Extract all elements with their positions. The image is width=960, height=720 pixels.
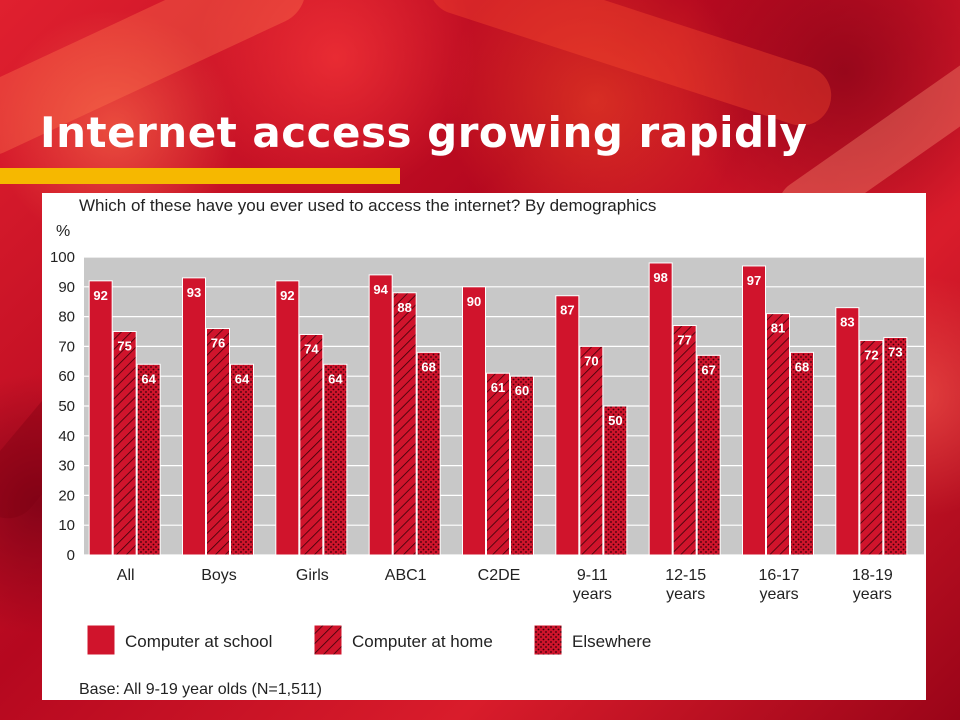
- y-tick-label: 30: [58, 458, 75, 475]
- base-note: Base: All 9-19 year olds (N=1,511): [79, 681, 322, 698]
- bar: [672, 325, 697, 556]
- legend-label: Computer at school: [125, 632, 272, 651]
- bar: [486, 372, 510, 556]
- y-tick-label: 100: [50, 249, 75, 266]
- bar: [275, 280, 300, 556]
- x-tick-label: 18-19: [852, 567, 893, 584]
- legend-swatch: [533, 624, 563, 656]
- bar: [136, 363, 161, 556]
- bar: [88, 280, 113, 556]
- bar-value-label: 68: [421, 359, 435, 374]
- y-tick-label: 50: [58, 398, 75, 415]
- chart-title: Which of these have you ever used to acc…: [79, 196, 656, 215]
- bar-value-label: 98: [653, 270, 667, 285]
- bar-value-label: 77: [677, 333, 691, 348]
- x-tick-label: 9-11: [577, 567, 608, 584]
- bar: [648, 262, 673, 556]
- x-tick-label: years: [573, 586, 612, 603]
- bar-value-label: 76: [211, 336, 225, 351]
- bar: [603, 405, 628, 556]
- y-tick-label: 70: [58, 338, 75, 355]
- bar-value-label: 75: [117, 339, 131, 354]
- x-tick-label: ABC1: [385, 567, 427, 584]
- x-tick-label: Boys: [201, 567, 237, 584]
- title-underline: [0, 168, 400, 184]
- legend-swatch: [86, 624, 116, 656]
- bar: [835, 307, 860, 556]
- bar: [323, 363, 348, 556]
- legend-swatch: [313, 624, 343, 656]
- bar-value-label: 64: [141, 371, 156, 386]
- bar-value-label: 88: [397, 300, 411, 315]
- bar: [182, 277, 206, 556]
- bar-chart: Which of these have you ever used to acc…: [50, 196, 924, 698]
- bar-value-label: 92: [93, 288, 107, 303]
- x-tick-label: years: [666, 586, 705, 603]
- x-tick-label: years: [759, 586, 798, 603]
- bar: [510, 375, 534, 556]
- x-tick-label: Girls: [296, 567, 329, 584]
- bar: [859, 339, 884, 556]
- bar: [230, 363, 254, 556]
- bar-value-label: 74: [304, 341, 319, 356]
- bar-value-label: 50: [608, 413, 622, 428]
- bar-value-label: 94: [373, 282, 388, 297]
- bar: [790, 351, 814, 556]
- bar-value-label: 68: [795, 359, 809, 374]
- bar: [462, 286, 486, 556]
- bar: [742, 265, 766, 556]
- y-tick-label: 0: [67, 547, 75, 564]
- bar-value-label: 67: [701, 362, 715, 377]
- bar-value-label: 61: [491, 380, 505, 395]
- bar-value-label: 70: [584, 353, 598, 368]
- y-tick-label: 20: [58, 487, 75, 504]
- bar-value-label: 93: [187, 285, 201, 300]
- bar: [368, 274, 393, 556]
- bar-value-label: 73: [888, 344, 902, 359]
- bar-value-label: 92: [280, 288, 294, 303]
- legend-label: Elsewhere: [572, 632, 651, 651]
- bar-value-label: 64: [328, 371, 343, 386]
- legend-label: Computer at home: [352, 632, 493, 651]
- bar: [766, 313, 790, 556]
- y-tick-label: 10: [58, 517, 75, 534]
- x-tick-label: 12-15: [665, 567, 706, 584]
- y-tick-label: 90: [58, 279, 75, 296]
- x-tick-label: C2DE: [478, 567, 521, 584]
- bar-value-label: 81: [771, 321, 785, 336]
- bar: [206, 328, 230, 556]
- bar: [299, 333, 324, 556]
- bar: [392, 292, 417, 556]
- x-tick-label: years: [853, 586, 892, 603]
- chart-panel: Which of these have you ever used to acc…: [42, 193, 926, 700]
- bar: [883, 336, 908, 556]
- bar-value-label: 90: [467, 294, 481, 309]
- slide-title: Internet access growing rapidly: [40, 108, 808, 157]
- bar: [696, 354, 721, 556]
- bar-value-label: 60: [515, 383, 529, 398]
- y-tick-label: 80: [58, 309, 75, 326]
- bar-value-label: 64: [235, 371, 250, 386]
- bar: [112, 331, 137, 556]
- bar: [555, 295, 580, 556]
- y-axis-label: %: [56, 223, 70, 240]
- x-tick-label: 16-17: [759, 567, 800, 584]
- bar-value-label: 83: [840, 315, 854, 330]
- bar-value-label: 87: [560, 303, 574, 318]
- bar: [579, 345, 604, 556]
- y-tick-label: 40: [58, 428, 75, 445]
- bar-value-label: 97: [747, 273, 761, 288]
- bar-value-label: 72: [864, 347, 878, 362]
- bar: [416, 351, 441, 556]
- x-tick-label: All: [117, 567, 135, 584]
- y-tick-label: 60: [58, 368, 75, 385]
